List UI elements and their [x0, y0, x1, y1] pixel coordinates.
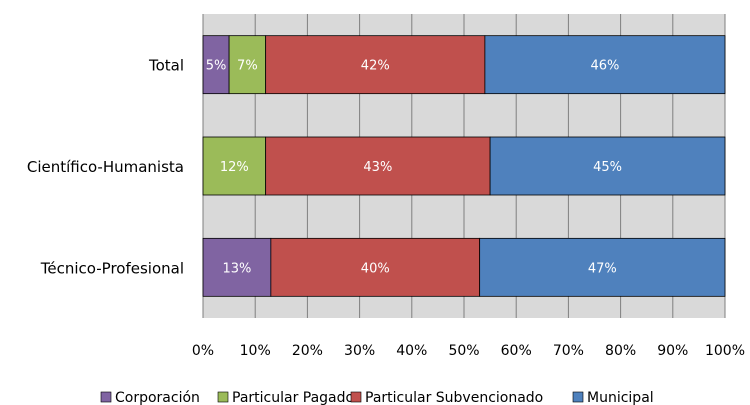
- data-label: 13%: [222, 261, 251, 276]
- category-label-total: Total: [148, 57, 184, 75]
- x-tick-label: 40%: [396, 343, 427, 359]
- x-tick-label: 50%: [448, 343, 479, 359]
- category-label-cientifico-humanista: Científico-Humanista: [27, 158, 184, 176]
- data-label: 45%: [593, 160, 622, 175]
- legend-swatch: [572, 391, 584, 403]
- data-label: 46%: [590, 59, 619, 74]
- x-tick-label: 80%: [605, 343, 636, 359]
- category-labels: Total Científico-Humanista Técnico-Profesi…: [27, 57, 184, 278]
- data-label: 12%: [220, 160, 249, 175]
- data-label: 40%: [361, 261, 390, 276]
- legend-item-municipal: Municipal: [572, 390, 654, 405]
- data-label: 42%: [361, 59, 390, 74]
- x-tick-label: 10%: [240, 343, 271, 359]
- data-label: 7%: [237, 59, 258, 74]
- legend-label: Particular Pagado: [232, 390, 354, 405]
- data-label: 47%: [588, 261, 617, 276]
- x-tick-label: 60%: [501, 343, 532, 359]
- bar-municipal-cientifico-humanista: [489, 136, 726, 196]
- x-tick-label: 20%: [292, 343, 323, 359]
- bar-particular-subvencionado-total: [265, 35, 486, 95]
- legend-swatch: [350, 391, 362, 403]
- data-labels: 5% 7% 42% 46% 12% 43% 45% 13% 40% 47%: [206, 59, 622, 277]
- legend-label: Municipal: [587, 390, 654, 405]
- x-tick-label: 0%: [192, 343, 214, 359]
- legend-label: Particular Subvencionado: [365, 390, 543, 405]
- bar-municipal-total: [484, 35, 726, 95]
- legend-item-particular-pagado: Particular Pagado: [217, 390, 354, 405]
- x-tick-label: 70%: [553, 343, 584, 359]
- x-tick-label: 100%: [705, 343, 745, 359]
- legend-swatch: [217, 391, 229, 403]
- legend-item-particular-subvencionado: Particular Subvencionado: [350, 390, 543, 405]
- legend-item-corporacion: Corporación: [100, 390, 200, 405]
- legend-swatch: [100, 391, 112, 403]
- x-tick-label: 90%: [657, 343, 688, 359]
- data-label: 43%: [363, 160, 392, 175]
- data-label: 5%: [206, 59, 227, 74]
- x-tick-label: 30%: [344, 343, 375, 359]
- bar-particular-subvencionado-cientifico-humanista: [265, 136, 491, 196]
- bars: [202, 35, 726, 297]
- legend: Corporación Particular Pagado Particular S…: [100, 390, 654, 405]
- bar-corporacion-tecnico-profesional: [202, 237, 272, 297]
- bar-particular-subvencionado-tecnico-profesional: [270, 237, 481, 297]
- bar-particular-pagado-cientifico-humanista: [202, 136, 267, 196]
- legend-label: Corporación: [115, 390, 200, 405]
- category-label-tecnico-profesional: Técnico-Profesional: [40, 259, 184, 277]
- x-axis-ticks: 0% 10% 20% 30% 40% 50% 60% 70% 80% 90% 100%: [192, 343, 745, 359]
- bar-municipal-tecnico-profesional: [479, 237, 726, 297]
